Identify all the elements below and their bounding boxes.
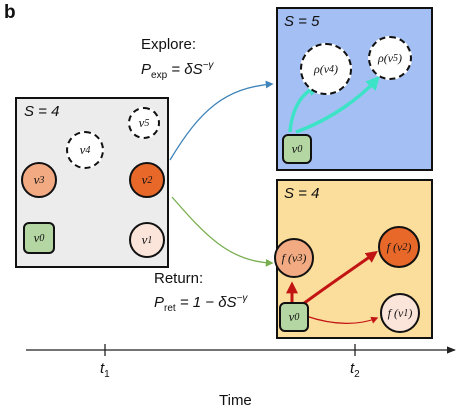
node-f-v3: f (ν 3) — [274, 238, 314, 278]
return-arrow-to-v1 — [305, 315, 379, 324]
return-title: Return: — [154, 270, 204, 287]
bottom-box-s-label: S = 4 — [284, 185, 320, 202]
node-rho-v5: ρ(ν 5) — [368, 36, 412, 80]
explore-arrow-to-v5 — [295, 75, 380, 134]
axis-label-t2: t2 — [350, 360, 360, 380]
left-box-s-label: S = 4 — [24, 103, 60, 120]
node-f-v2: f (ν 2) — [378, 226, 420, 268]
return-formula: Pret = 1 − δS−γ — [154, 293, 248, 314]
axis-label-t1: t1 — [100, 360, 110, 380]
return-arrow — [171, 196, 274, 267]
node-f-v1: f (ν 1) — [380, 293, 420, 333]
panel-letter: b — [4, 2, 16, 23]
explore-formula: Pexp = δS−γ — [141, 60, 214, 81]
return-arrow-to-v2 — [302, 250, 378, 306]
top-box-s-label: S = 5 — [284, 13, 320, 30]
explore-arrow — [169, 80, 274, 161]
explore-title: Explore: — [141, 36, 197, 53]
node-rho-v4: ρ(ν 4) — [300, 43, 352, 95]
axis-title-time: Time — [219, 392, 252, 409]
